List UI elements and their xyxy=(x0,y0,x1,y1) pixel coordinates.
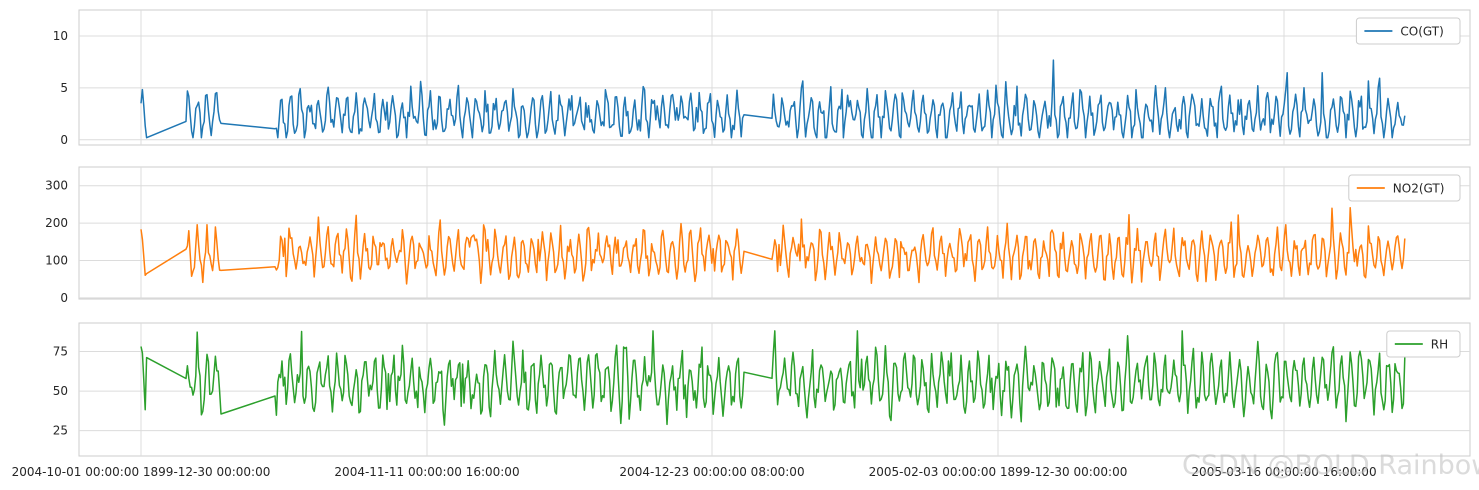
y-tick-label: 0 xyxy=(60,291,68,305)
series-line-RH xyxy=(140,330,1406,426)
plot-frame-1 xyxy=(78,166,1471,300)
series-line-NO2(GT) xyxy=(140,206,1406,285)
legend-label: RH xyxy=(1431,338,1448,352)
y-tick-label: 5 xyxy=(60,81,68,95)
watermark: CSDN @BOLD Rainbow xyxy=(1182,450,1479,481)
series-line-CO(GT) xyxy=(140,59,1406,139)
legend-box xyxy=(1355,17,1461,45)
x-tick-label: 2004-12-23 00:00:00 08:00:00 xyxy=(619,465,804,479)
y-tick-label: 100 xyxy=(45,253,68,267)
y-tick-label: 50 xyxy=(53,384,68,398)
x-tick-label: 2004-10-01 00:00:00 1899-12-30 00:00:00 xyxy=(12,465,271,479)
y-tick-label: 75 xyxy=(53,345,68,359)
plot-frame-0 xyxy=(78,9,1471,146)
y-tick-label: 10 xyxy=(53,29,68,43)
legend-label: NO2(GT) xyxy=(1393,182,1445,196)
x-tick-label: 2004-11-11 00:00:00 16:00:00 xyxy=(334,465,519,479)
y-tick-label: 200 xyxy=(45,216,68,230)
legend-box xyxy=(1348,174,1461,202)
x-tick-label: 2005-02-03 00:00:00 1899-12-30 00:00:00 xyxy=(869,465,1128,479)
y-tick-label: 300 xyxy=(45,179,68,193)
x-tick-label: 2005-03-16 00:00:00 16:00:00 xyxy=(1191,465,1376,479)
y-tick-label: 0 xyxy=(60,133,68,147)
legend-box xyxy=(1386,330,1461,358)
legend-label: CO(GT) xyxy=(1400,25,1443,39)
y-tick-label: 25 xyxy=(53,424,68,438)
